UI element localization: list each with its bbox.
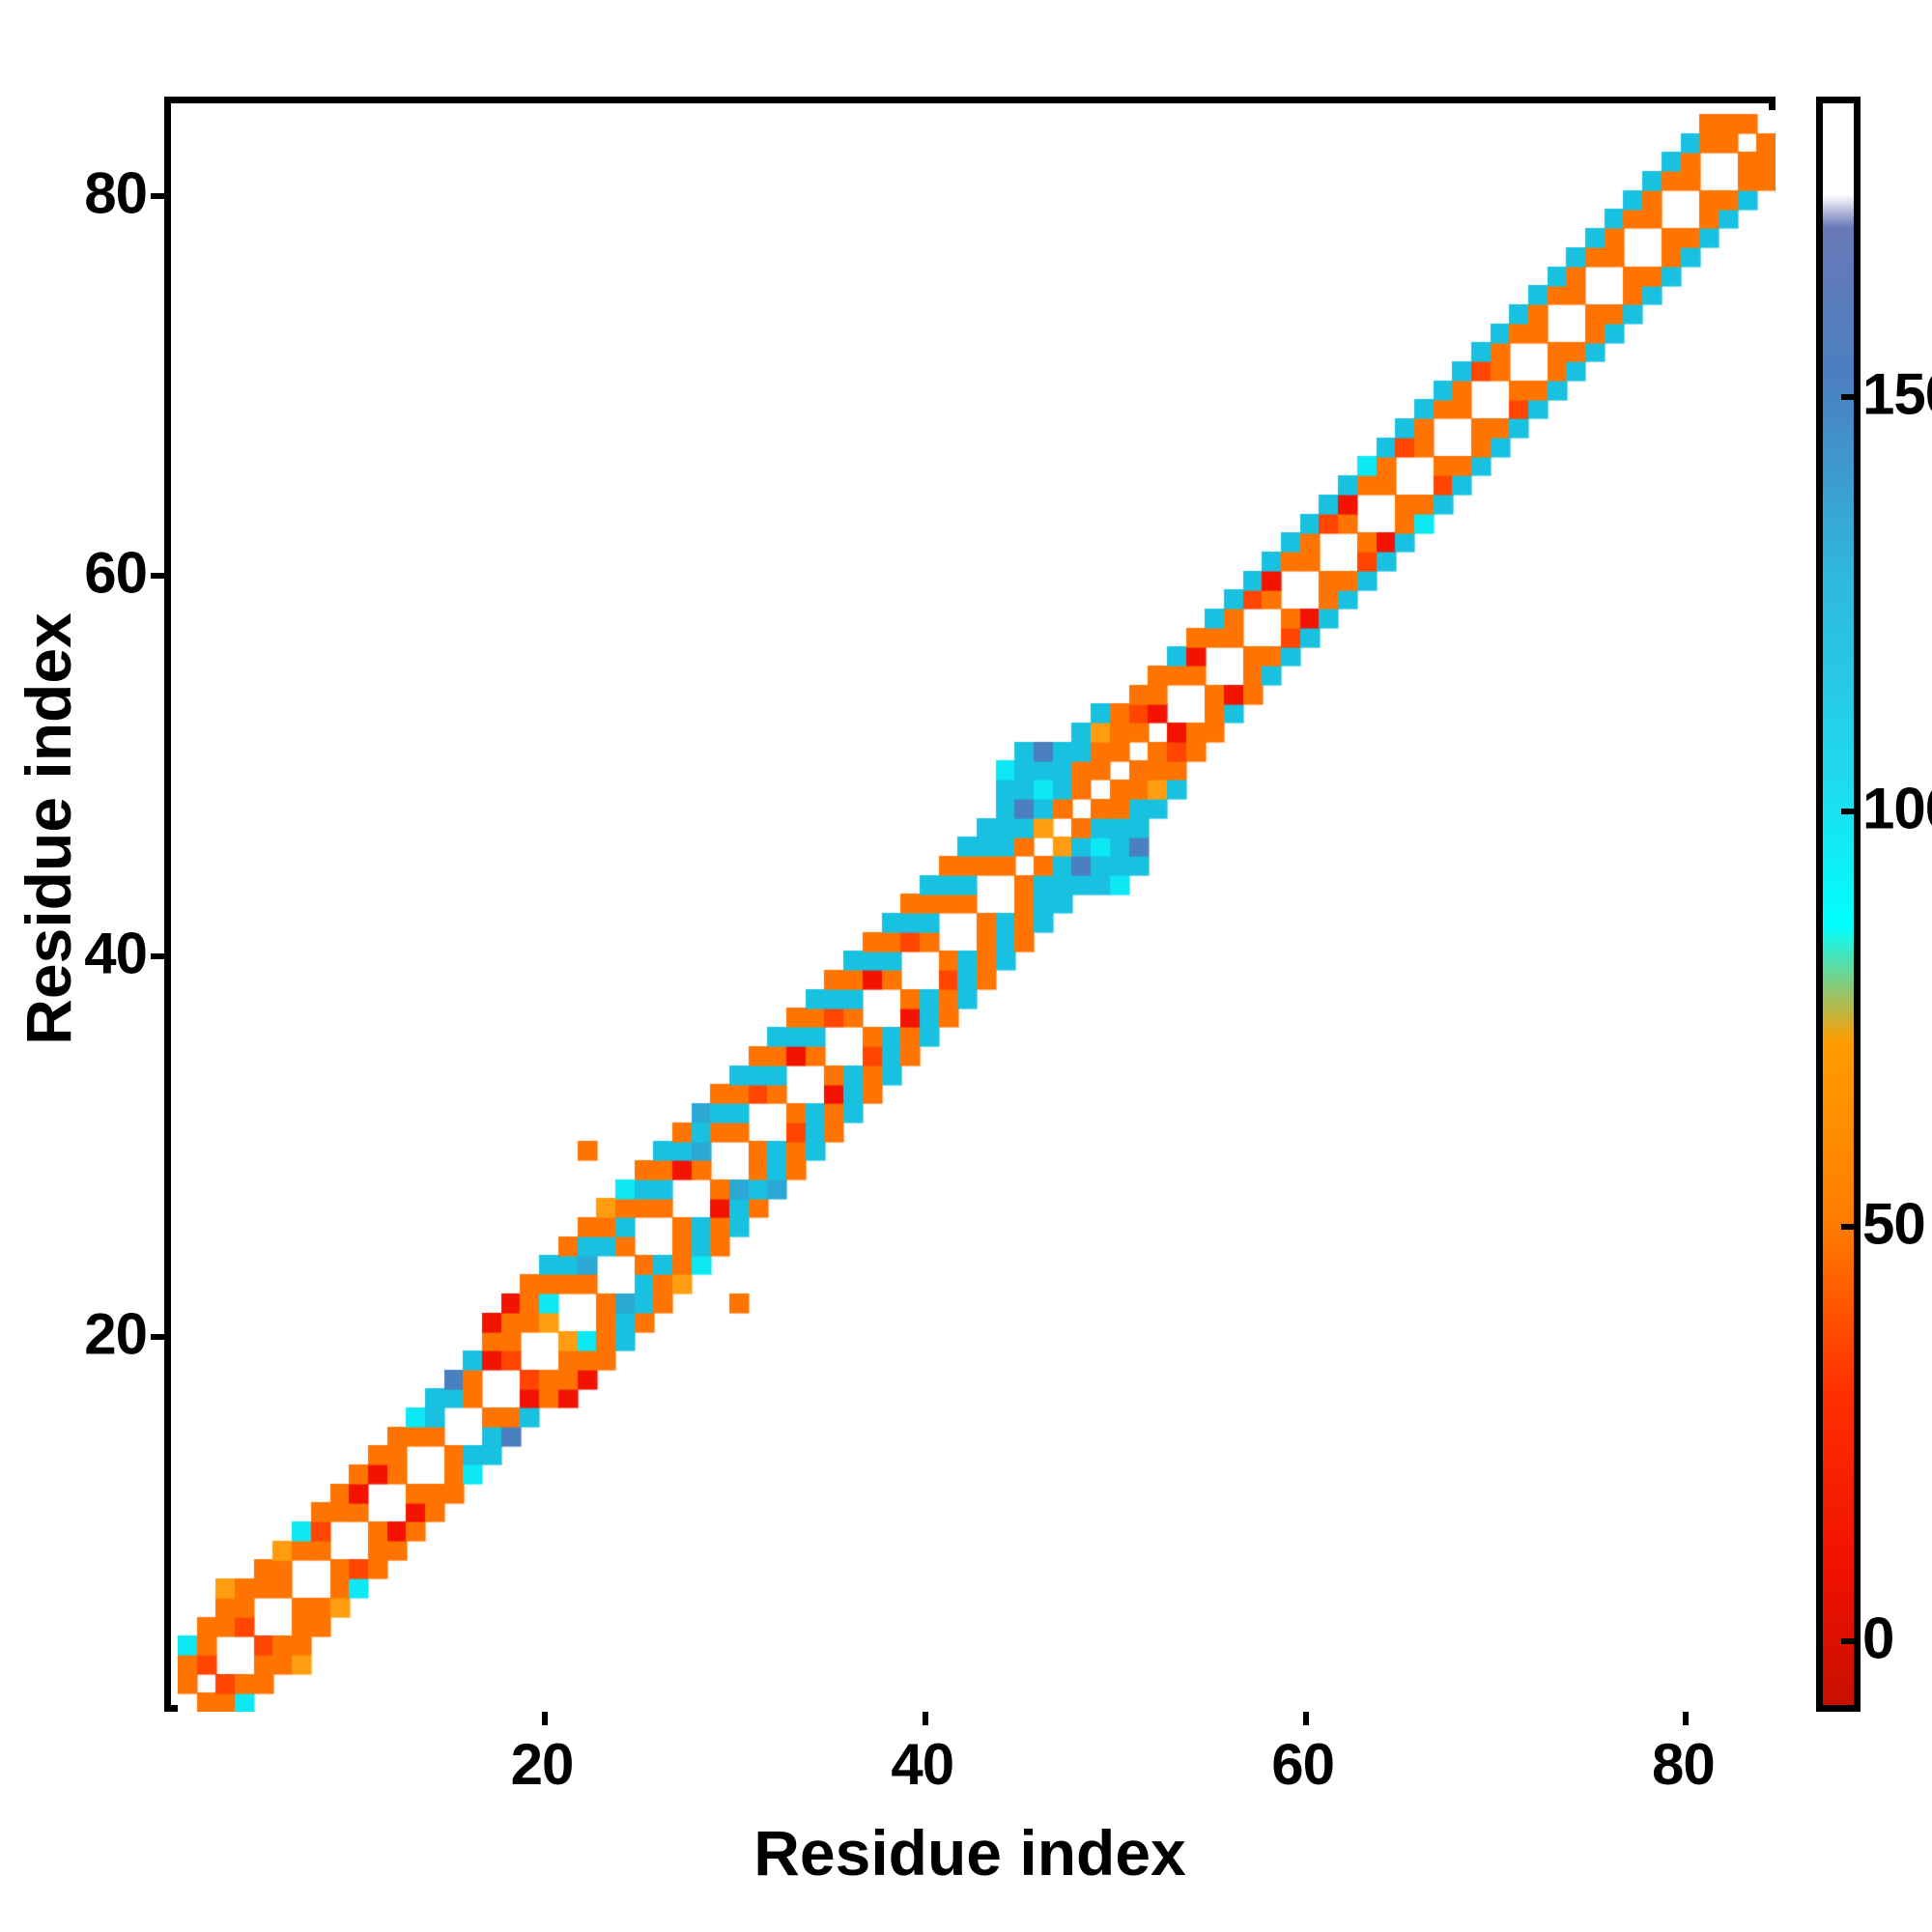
colorbar-border <box>1816 97 1861 1712</box>
y-tick-20 <box>151 1334 164 1341</box>
y-tick-40 <box>151 953 164 960</box>
colorbar-gradient <box>1823 103 1854 1705</box>
colorbar-tick-label-150: 150 <box>1862 361 1932 427</box>
y-tick-label-40: 40 <box>84 921 148 986</box>
colorbar-tick-150 <box>1841 393 1854 400</box>
colorbar-tick-label-100: 100 <box>1862 776 1932 841</box>
y-tick-80 <box>151 192 164 199</box>
x-tick-40 <box>922 1712 928 1725</box>
x-tick-20 <box>541 1712 548 1725</box>
x-tick-80 <box>1683 1712 1690 1725</box>
colorbar-tick-label-0: 0 <box>1862 1605 1894 1671</box>
x-tick-60 <box>1302 1712 1309 1725</box>
plot-area <box>164 97 1776 1712</box>
colorbar <box>1816 97 1861 1712</box>
x-tick-label-20: 20 <box>510 1732 575 1797</box>
y-tick-label-60: 60 <box>84 540 148 606</box>
x-tick-label-60: 60 <box>1271 1732 1335 1797</box>
y-tick-label-20: 20 <box>84 1301 148 1367</box>
y-tick-60 <box>151 573 164 580</box>
x-tick-label-40: 40 <box>891 1732 954 1797</box>
colorbar-tick-100 <box>1841 809 1854 815</box>
colorbar-tick-50 <box>1841 1223 1854 1230</box>
x-tick-label-80: 80 <box>1652 1732 1716 1797</box>
y-axis-title: Residue index <box>13 612 84 1045</box>
y-tick-label-80: 80 <box>84 160 148 226</box>
contact-map-heatmap <box>178 110 1776 1712</box>
colorbar-tick-label-50: 50 <box>1862 1191 1926 1257</box>
x-axis-title: Residue index <box>753 1817 1186 1889</box>
colorbar-tick-0 <box>1841 1638 1854 1645</box>
